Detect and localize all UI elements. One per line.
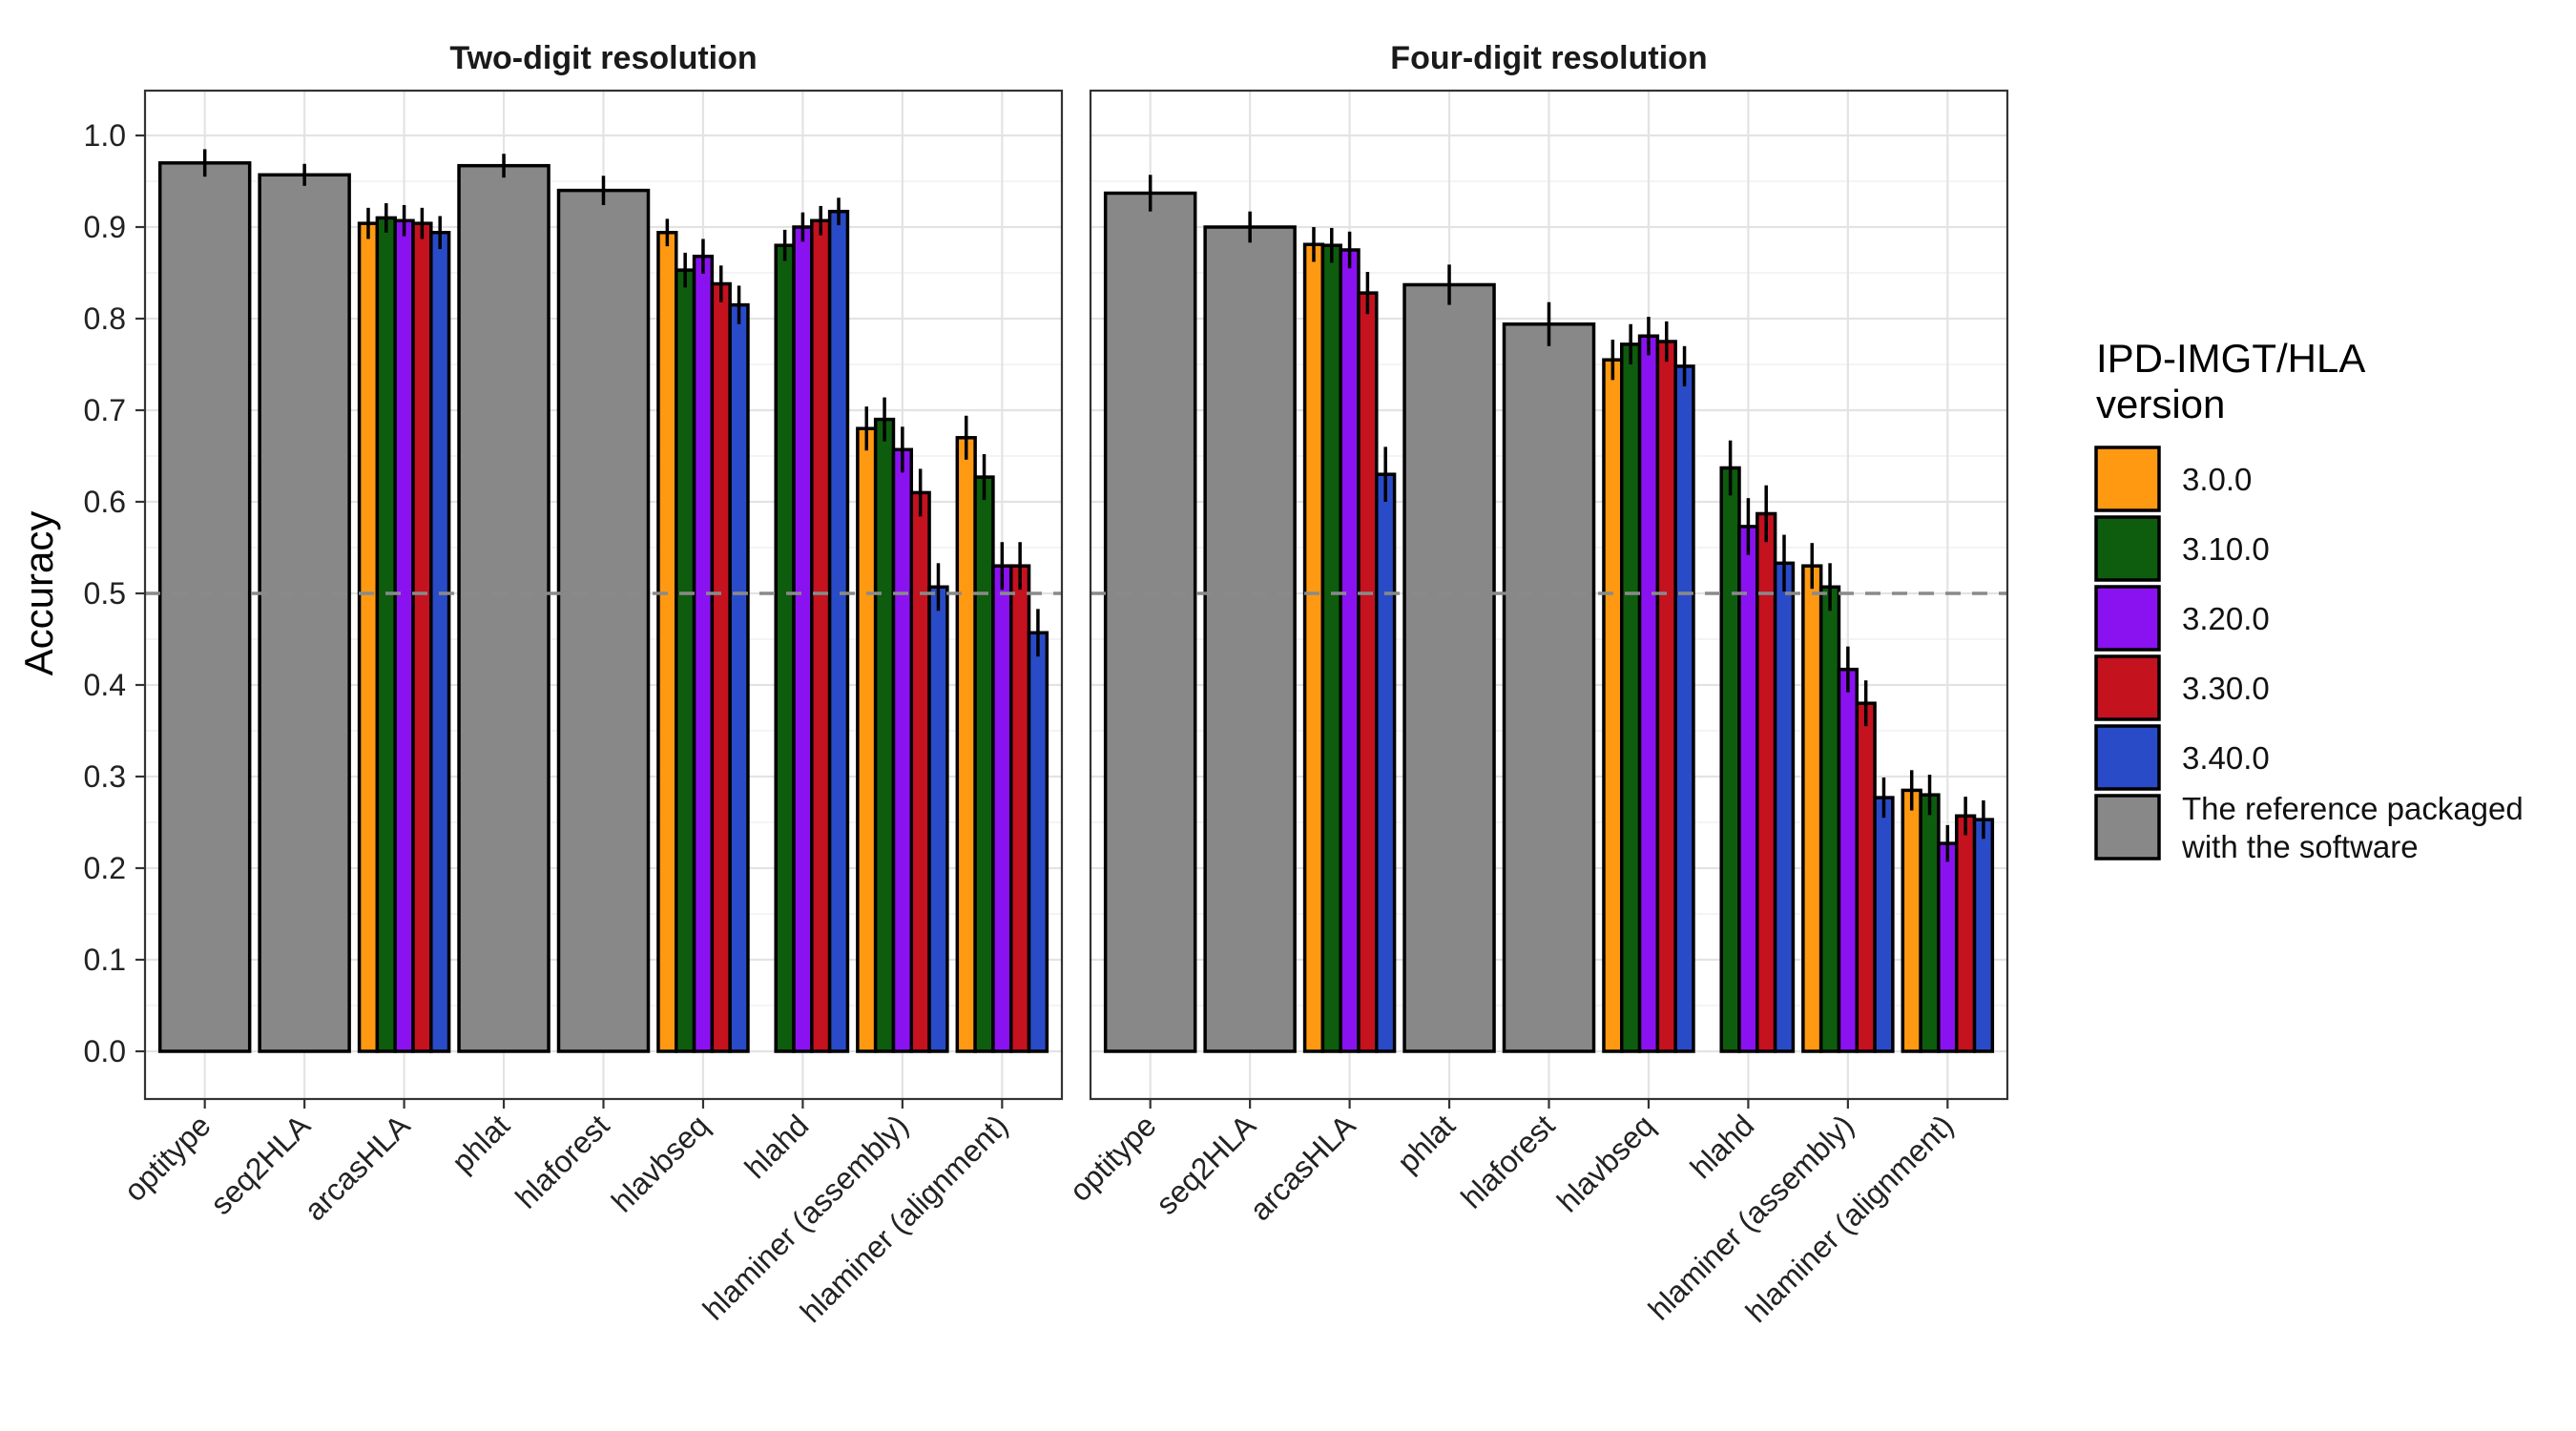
bar-hlaminer-assembly--v310 xyxy=(1818,585,1841,1053)
legend-label: with the software xyxy=(2181,829,2419,864)
bar-arcashla-v310 xyxy=(1320,243,1342,1053)
legend-entry-v310: 3.10.0 xyxy=(2094,515,2270,582)
bar-hlavbseq-v310 xyxy=(1620,342,1642,1053)
bar-hlavbseq-v300 xyxy=(1602,358,1624,1053)
bar-hlaminer-assembly--v310 xyxy=(873,417,896,1053)
bar-arcashla-v300 xyxy=(1302,242,1325,1053)
bar-phlat-ref xyxy=(457,163,551,1053)
panel-title: Two-digit resolution xyxy=(449,40,757,76)
bar-hlaminer-assembly--v330 xyxy=(909,490,931,1053)
bar-hlaminer-alignment--v300 xyxy=(955,436,977,1053)
bar-arcashla-v330 xyxy=(1357,291,1379,1053)
legend-label: 3.20.0 xyxy=(2182,601,2270,636)
bar-arcashla-v340 xyxy=(429,231,451,1053)
y-tick-label: 0.1 xyxy=(84,943,126,977)
bar-hlavbseq-v310 xyxy=(675,268,696,1053)
y-tick-label: 0.8 xyxy=(84,301,126,336)
y-tick-label: 0.6 xyxy=(84,485,126,519)
legend-entry-v300: 3.0.0 xyxy=(2094,446,2252,512)
bar-phlat-ref xyxy=(1402,282,1496,1053)
y-tick-label: 0.5 xyxy=(84,576,126,611)
legend-swatch xyxy=(2094,654,2161,721)
y-tick-label: 1.0 xyxy=(84,118,126,153)
bar-hlavbseq-v340 xyxy=(728,302,750,1053)
bar-seq2hla-ref xyxy=(1203,225,1297,1053)
bar-hlaminer-assembly--v330 xyxy=(1855,701,1877,1053)
bar-hlaminer-assembly--v340 xyxy=(1873,796,1895,1053)
bar-hlavbseq-v320 xyxy=(692,254,715,1053)
bar-hlahd-v320 xyxy=(1737,525,1759,1053)
bar-hlavbseq-v330 xyxy=(1655,340,1677,1053)
bar-arcashla-v320 xyxy=(393,218,415,1053)
bar-hlaminer-alignment--v340 xyxy=(1027,631,1049,1053)
bar-hlaminer-alignment--v300 xyxy=(1901,788,1922,1053)
legend-label: 3.40.0 xyxy=(2182,740,2270,776)
y-tick-label: 0.9 xyxy=(84,210,126,244)
bar-hlaminer-alignment--v320 xyxy=(1937,841,1959,1053)
legend-label: 3.0.0 xyxy=(2182,462,2252,497)
bar-hlavbseq-v320 xyxy=(1637,334,1660,1053)
bar-hlaminer-assembly--v340 xyxy=(927,585,949,1053)
legend-swatch xyxy=(2094,515,2161,582)
legend-label: 3.10.0 xyxy=(2182,531,2270,567)
y-tick-label: 0.0 xyxy=(84,1034,126,1068)
bar-hlavbseq-v330 xyxy=(710,281,732,1053)
panel-title: Four-digit resolution xyxy=(1390,40,1707,76)
bar-hlahd-v340 xyxy=(827,209,850,1053)
bar-hlavbseq-v340 xyxy=(1673,364,1695,1053)
bar-hlahd-v330 xyxy=(810,218,832,1053)
bar-hlahd-v340 xyxy=(1773,561,1796,1053)
bar-arcashla-v310 xyxy=(375,216,397,1053)
bar-hlahd-v310 xyxy=(774,243,796,1053)
legend-label: The reference packaged xyxy=(2182,791,2524,826)
y-axis-title: Accuracy xyxy=(16,511,61,676)
legend-swatch xyxy=(2094,585,2161,652)
bar-optitype-ref xyxy=(1103,191,1197,1053)
bar-hlaminer-alignment--v310 xyxy=(973,475,995,1053)
bar-hlahd-v310 xyxy=(1719,466,1741,1053)
bar-hlahd-v320 xyxy=(792,225,814,1053)
bar-hlaminer-alignment--v340 xyxy=(1972,818,1995,1053)
y-tick-label: 0.7 xyxy=(84,393,126,427)
bar-hlaminer-alignment--v330 xyxy=(1954,814,1977,1053)
legend-entry-v340: 3.40.0 xyxy=(2094,724,2270,791)
bar-hlaminer-assembly--v320 xyxy=(891,447,914,1053)
legend-swatch xyxy=(2094,446,2161,512)
bar-hlaforest-ref xyxy=(1502,322,1596,1053)
legend-label: 3.30.0 xyxy=(2182,671,2270,706)
legend-title-line: IPD-IMGT/HLA xyxy=(2096,336,2365,381)
legend-entry-v330: 3.30.0 xyxy=(2094,654,2270,721)
legend-swatch xyxy=(2094,794,2161,861)
bar-arcashla-v330 xyxy=(411,221,433,1053)
y-tick-label: 0.3 xyxy=(84,759,126,794)
bar-optitype-ref xyxy=(157,161,252,1053)
bar-hlaminer-alignment--v310 xyxy=(1919,793,1941,1053)
legend-swatch xyxy=(2094,724,2161,791)
y-tick-label: 0.2 xyxy=(84,851,126,885)
bar-hlaminer-alignment--v320 xyxy=(991,564,1013,1053)
bar-hlavbseq-v300 xyxy=(656,231,678,1053)
bar-hlaminer-assembly--v300 xyxy=(856,426,878,1053)
y-tick-label: 0.4 xyxy=(84,668,126,702)
bar-seq2hla-ref xyxy=(258,173,351,1053)
bar-hlaminer-assembly--v320 xyxy=(1837,667,1859,1053)
bar-arcashla-v300 xyxy=(357,221,380,1053)
bar-arcashla-v320 xyxy=(1339,248,1361,1053)
bar-hlaminer-assembly--v300 xyxy=(1801,564,1823,1053)
bar-arcashla-v340 xyxy=(1375,472,1397,1053)
legend-entry-v320: 3.20.0 xyxy=(2094,585,2270,652)
bar-hlaforest-ref xyxy=(556,188,651,1053)
legend-title-line: version xyxy=(2096,382,2225,426)
bar-hlaminer-alignment--v330 xyxy=(1008,564,1031,1053)
